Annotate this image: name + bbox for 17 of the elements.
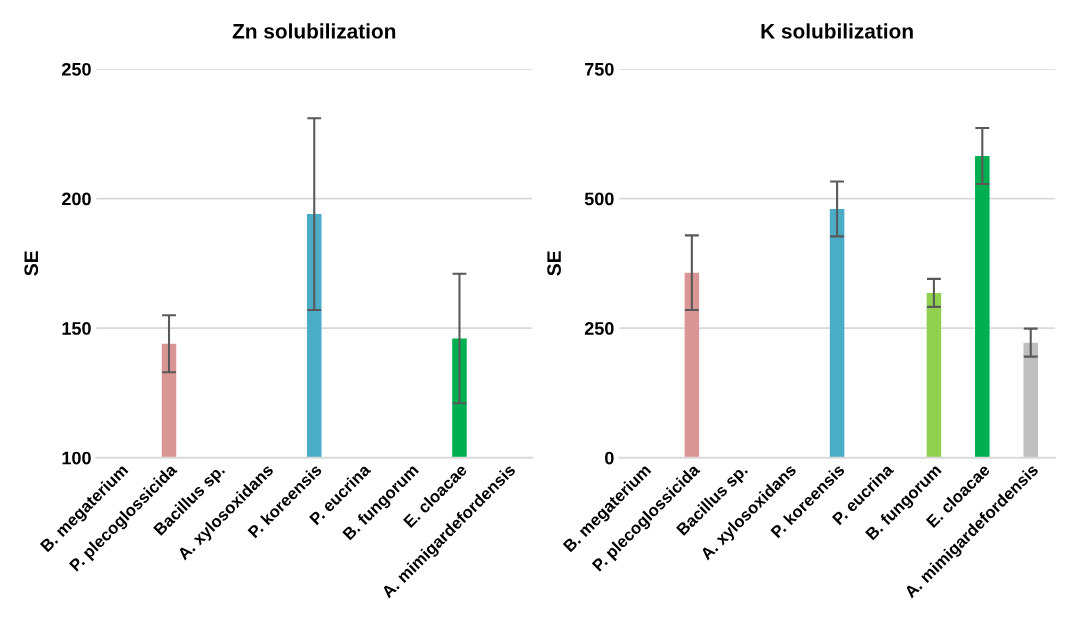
chart-title: K solubilization xyxy=(761,23,913,39)
y-tick-label: 0 xyxy=(605,451,614,465)
y-axis-title: SE xyxy=(24,251,39,276)
chart-title: Zn solubilization xyxy=(232,23,396,39)
y-tick-label: 500 xyxy=(584,192,614,206)
y-tick-label: 250 xyxy=(62,62,91,76)
y-tick-label: 250 xyxy=(584,322,614,335)
bar xyxy=(829,208,845,458)
y-tick-label: 200 xyxy=(62,192,91,206)
bar xyxy=(975,156,990,458)
y-tick-label: 750 xyxy=(585,62,614,76)
bar xyxy=(926,292,942,458)
y-axis-title: SE xyxy=(547,251,561,276)
bar xyxy=(684,272,700,458)
bar xyxy=(1023,342,1038,458)
y-tick-label: 100 xyxy=(62,451,91,465)
y-tick-label: 150 xyxy=(62,322,91,335)
